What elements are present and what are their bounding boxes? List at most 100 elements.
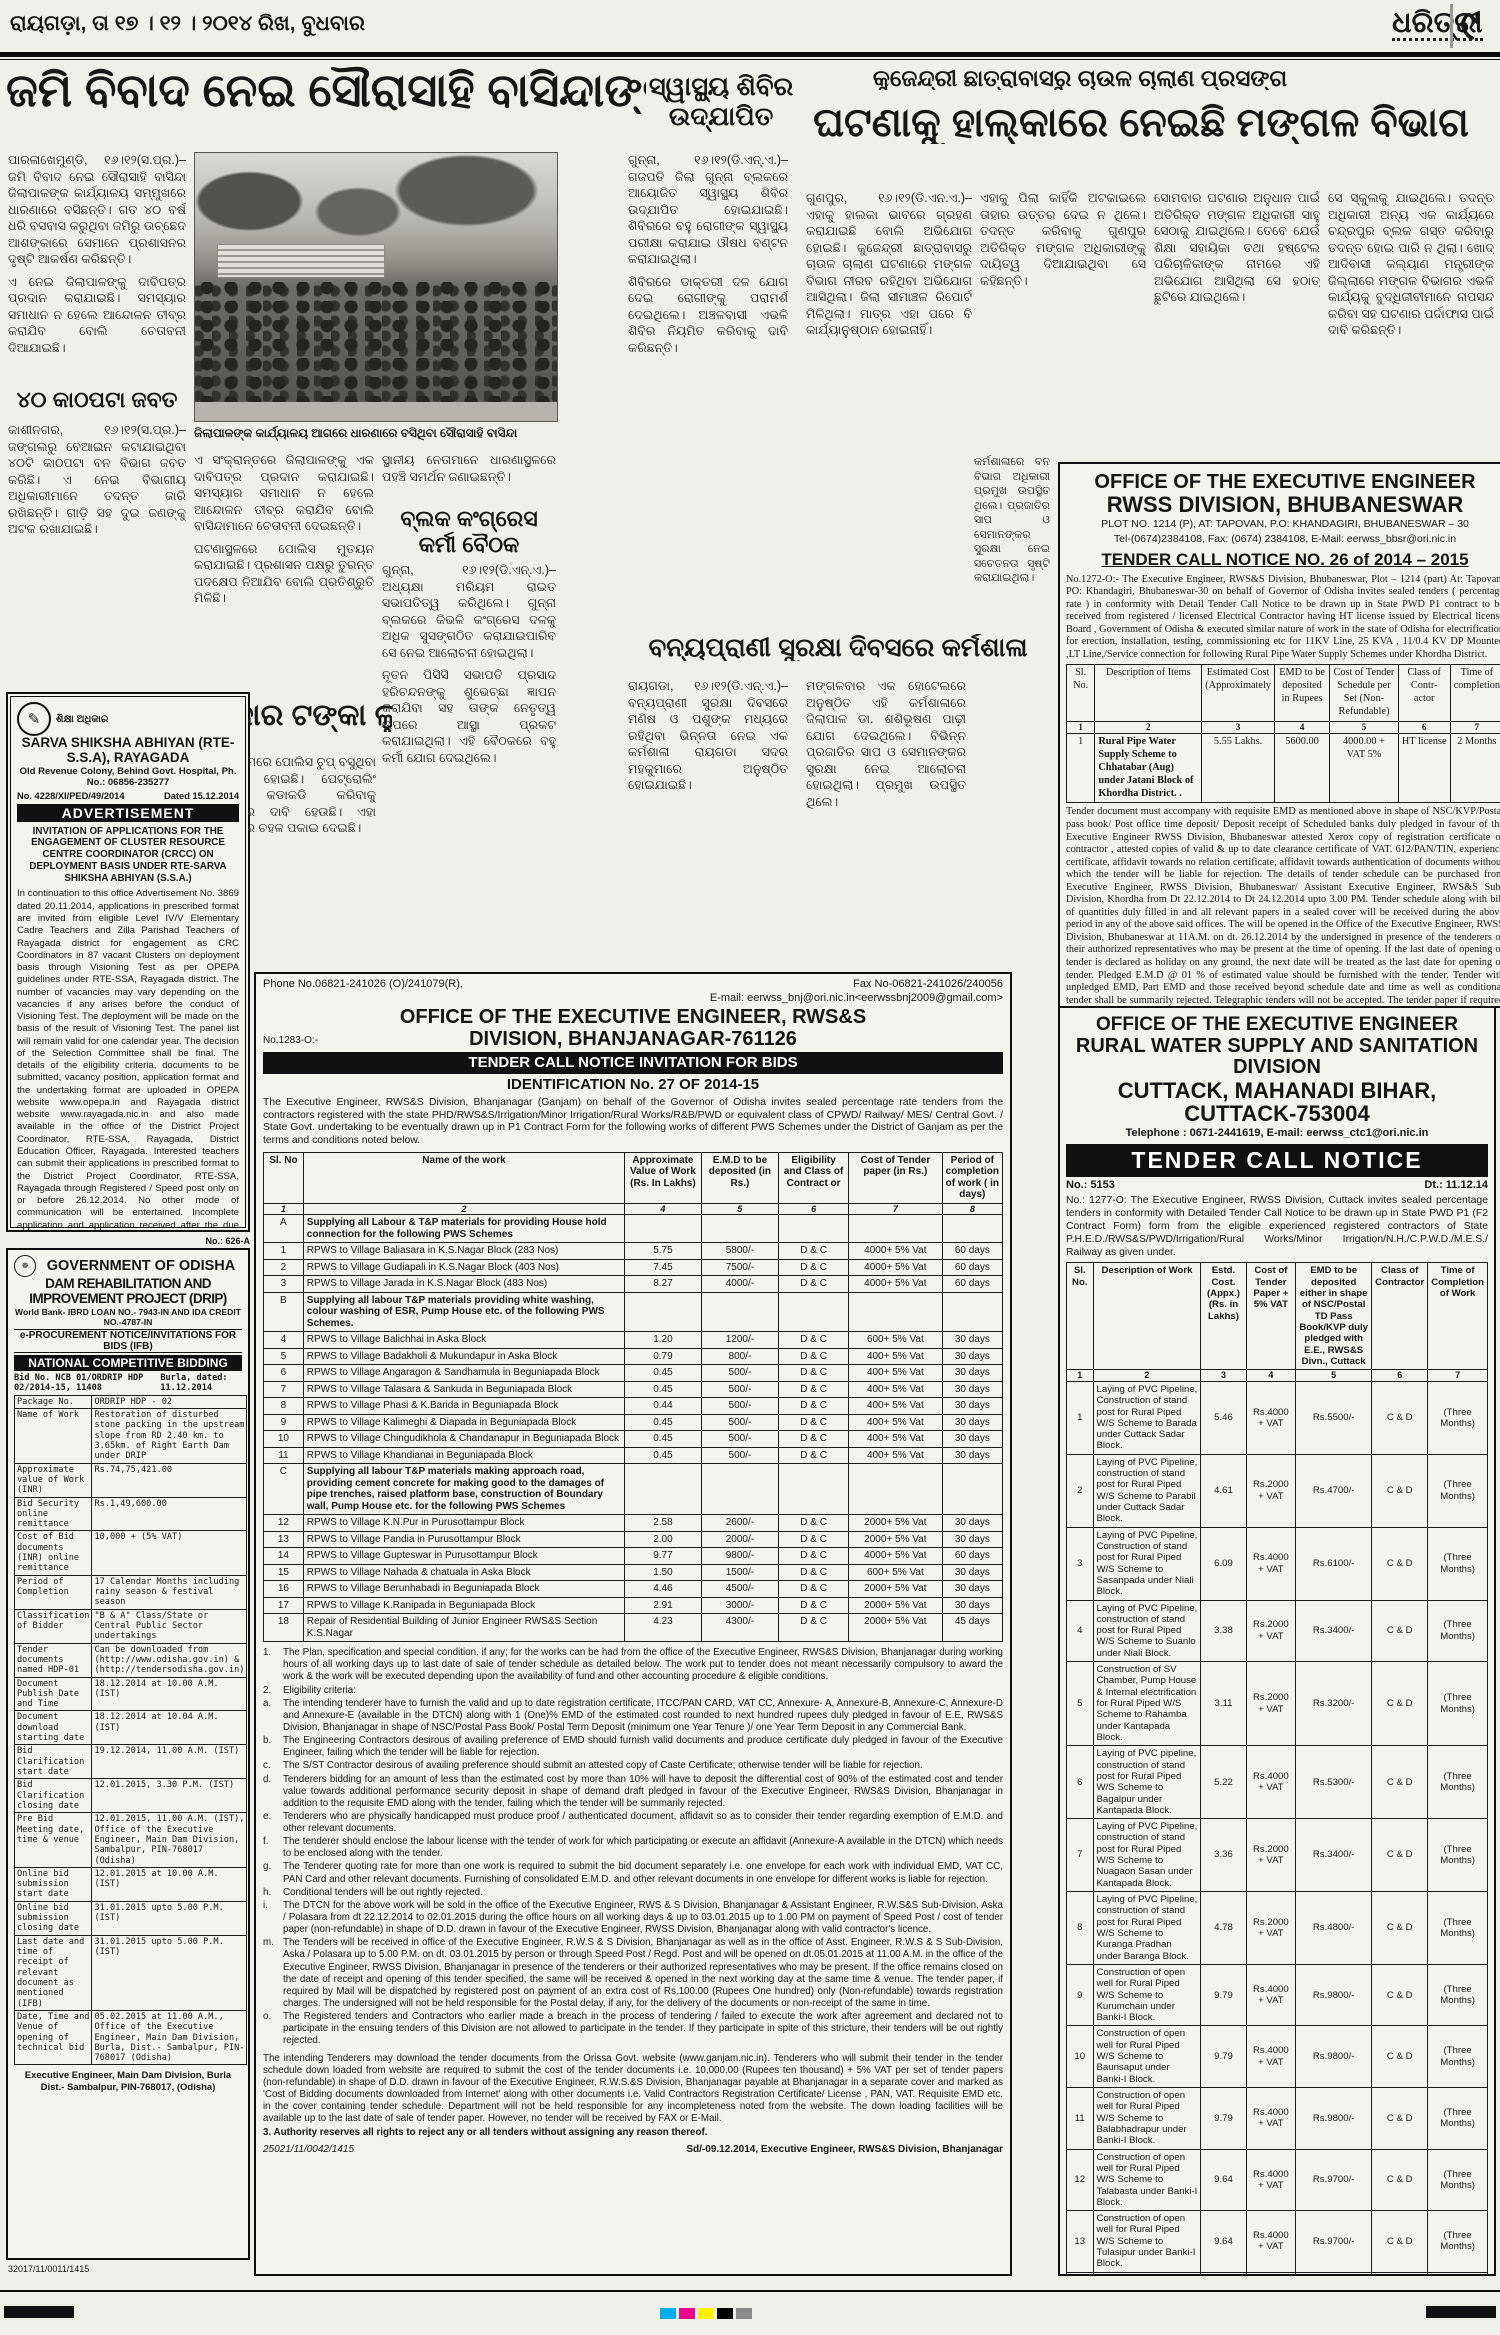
table-row: Online bid submission start date 12.01.2… xyxy=(13,1866,248,1902)
article-mangala-col1: ଗୁଣପୁର, ୧୬।୧୨(ଡି.ଏନ.ଏ.)– ଏହାକୁ ହାଲକା ଭାବ… xyxy=(806,190,972,620)
cell-value: 8.27 xyxy=(624,1275,702,1293)
note-text: The tenderer should enclose the labour l… xyxy=(283,1836,1003,1860)
table-row: 2 RPWS to Village Gudiapali in K.S.Nagar… xyxy=(263,1258,1004,1277)
ctc-intro: No.: 1277-O: The Executive Engineer, RWS… xyxy=(1066,1195,1488,1259)
article-wildlife-col1: ରାୟଗଡା, ୧୬।୧୨(ଡି.ଏନ୍.ଏ.)– ବନ୍ୟପ୍ରାଣୀ ସୁର… xyxy=(628,678,788,964)
cell-cost: 400+ 5% Vat xyxy=(848,1380,943,1399)
cell-sl: 13 xyxy=(263,1530,304,1549)
bhj-closing2: 3. Authority reserves all rights to reje… xyxy=(263,2127,708,2139)
cell-cost: 400+ 5% Vat xyxy=(848,1397,943,1415)
tender-notice-bhubaneswar: OFFICE OF THE EXECUTIVE ENGINEER RWSS DI… xyxy=(1058,462,1500,1008)
drip-project-line: DAM REHABILITATION AND IMPROVEMENT PROJE… xyxy=(29,1276,227,1306)
note-text: Tenderers who are physically handicapped… xyxy=(283,1810,1003,1835)
cell-class xyxy=(778,1214,850,1244)
cell-time: 2 Months xyxy=(1449,733,1500,804)
bbsr-office-line1: OFFICE OF THE EXECUTIVE ENGINEER xyxy=(1094,471,1476,493)
cell-period: 60 days xyxy=(941,1242,1004,1260)
cell-value: 0.45 xyxy=(624,1380,702,1399)
headline-dharana: ଜମି ବିବାଦ ନେଇ ସୌରାସାହି ବାସିନ୍ଦାଙ୍କ ଧାରଣା xyxy=(6,66,646,115)
cell-work-name: RPWS to Village Phasi & K.Barida in Begu… xyxy=(302,1397,626,1415)
cell-class: HT license xyxy=(1397,733,1451,804)
article-dharana-col1: ପାରଳାଖେମୁଣ୍ଡି, ୧୬।୧୨(ସ.ପ୍ର.)– ଜମି ବିବାଦ … xyxy=(8,152,186,380)
bhj-signature: Sd/-09.12.2014, Executive Engineer, RWS&… xyxy=(686,2143,1003,2155)
cell-emd: 4000/- xyxy=(700,1275,780,1293)
cell-class: C & D xyxy=(1371,1963,1429,2027)
cell-cost: 400+ 5% Vat xyxy=(848,1430,943,1448)
cell-description: Laying of PVC Pipeline, Construction of … xyxy=(1092,1380,1202,1455)
table-row: Bid Clarification closing date 12.01.201… xyxy=(13,1778,248,1814)
cell-value: 0.44 xyxy=(624,1397,702,1415)
cell-value: 18.12.2014 at 10.00 A.M. (IST) xyxy=(91,1676,248,1712)
note-text: The Tenders will be received in office o… xyxy=(283,1937,1003,2010)
article-paragraph: ରାୟଗଡା, ୧୬।୧୨(ଡି.ଏନ୍.ଏ.)– ବନ୍ୟପ୍ରାଣୀ ସୁର… xyxy=(628,679,788,792)
ctc-notice-date: Dt.: 11.12.14 xyxy=(1424,1178,1488,1191)
note-number: a. xyxy=(263,1697,272,1709)
cell-description: Laying of PVC Pipeline, construction of … xyxy=(1092,1599,1202,1663)
article-kathapata-body: କାଶୀନଗର, ୧୬।୧୨(ସ.ପ୍ର.)– ଜଙ୍ଗଲରୁ ବେଆଇନ କଟ… xyxy=(8,422,186,690)
cell-value: 0.45 xyxy=(624,1446,702,1465)
table-row: 3 RPWS to Village Jarada in K.S.Nagar Bl… xyxy=(263,1275,1004,1293)
cell-time: (Three Months) xyxy=(1427,1963,1488,2027)
masthead-logo: ଧରିତ୍ରୀ xyxy=(1392,8,1483,42)
column-number: 4 xyxy=(1273,720,1331,735)
cell-emd: 500/- xyxy=(700,1397,780,1415)
cell-paper: Rs.2000 + VAT xyxy=(1245,1661,1297,1747)
cell-cost: 4.78 xyxy=(1200,1891,1247,1965)
cell-time: (Three Months) xyxy=(1427,2210,1488,2273)
cell-value: 5.75 xyxy=(624,1242,702,1260)
cell-class: D & C xyxy=(778,1413,850,1432)
cell-description: Construction of open well for Rural Pipe… xyxy=(1092,2025,1202,2088)
cell-work-name: RPWS to Village Nahada & chatuala in Ask… xyxy=(302,1563,626,1582)
cell-sl: C xyxy=(263,1463,304,1516)
masthead-rule-thin xyxy=(0,59,1500,60)
cell-value xyxy=(624,1291,702,1333)
note-item: 1. The Plan, specification and special c… xyxy=(263,1647,1003,1683)
article-paragraph: ଗୁନ୍ନା, ୧୬।୧୨(ଡି.ଏନ୍.ଏ.)– ଅଧ୍ୟକ୍ଷା ମରିୟମ… xyxy=(382,563,556,660)
cell-label: Bid Clarification start date xyxy=(13,1744,93,1780)
article-paragraph: ପାରଳାଖେମୁଣ୍ଡି, ୧୬।୧୨(ସ.ପ୍ର.)– ଜମି ବିବାଦ … xyxy=(8,153,186,266)
masthead-divider xyxy=(1450,4,1453,48)
bhj-email: E-mail: eerwss_bnj@ori.nic.in<eerwssbnj2… xyxy=(709,991,1003,1004)
note-text: The intending tenderer have to furnish t… xyxy=(283,1697,1003,1733)
footer-rule xyxy=(0,2290,1500,2292)
cell-sl: 11 xyxy=(263,1446,304,1465)
bbsr-colnum-row: 1 2 3 4 5 6 7 xyxy=(1065,720,1500,735)
cell-value: 12.01.2015, 3.30 P.M. (IST) xyxy=(91,1778,248,1814)
cell-value: "B & A" Class/State or Central Public Se… xyxy=(91,1608,248,1644)
cell-label: Last date and time of receipt of relevan… xyxy=(13,1934,93,2011)
cell-emd xyxy=(700,1214,780,1244)
table-row: 15 RPWS to Village Nahada & chatuala in … xyxy=(263,1563,1004,1582)
cell-time: (Three Months) xyxy=(1427,1818,1488,1892)
magenta-chip xyxy=(679,2308,695,2319)
table-row: Pre Bid Meeting date, time & venue 12.01… xyxy=(13,1812,248,1868)
table-row: Name of Work Restoration of disturbed st… xyxy=(13,1408,248,1464)
print-mark-left xyxy=(4,2306,74,2318)
note-item: a. The intending tenderer have to furnis… xyxy=(263,1698,1003,1734)
column-header: Class of Contr-actor xyxy=(1397,664,1451,722)
cell-value: 19.12.2014, 11.00 A.M. (IST) xyxy=(91,1744,248,1780)
cell-value: 4.23 xyxy=(624,1613,702,1643)
column-number: 7 xyxy=(1427,1369,1488,1382)
column-number: 6 xyxy=(1371,1369,1429,1382)
cell-value: 0.45 xyxy=(624,1364,702,1382)
cell-value: 1.20 xyxy=(624,1331,702,1349)
cell-paper: Rs.4000 + VAT xyxy=(1245,2210,1297,2273)
article-paragraph: ଏ ନେଇ ଜିଲାପାଳଙ୍କୁ ଦାବିପତ୍ର ପ୍ରଦାନ କରାଯାଇ… xyxy=(8,274,186,355)
column-header: Cost of Tender Schedule per Set (Non-Ref… xyxy=(1329,664,1399,722)
note-item: c. The S/ST Contractor desirous of avail… xyxy=(263,1760,1003,1772)
column-number: 6 xyxy=(1397,720,1451,735)
print-mark-right xyxy=(1426,2306,1496,2318)
article-paragraph: ଶିବିରରେ ଡାକ୍ତରୀ ଦଳ ଯୋଗ ଦେଇ ରୋଗୀଙ୍କୁ ପରାମ… xyxy=(628,274,788,355)
cell-sl: 9 xyxy=(263,1413,304,1432)
cell-description: Laying of PVC Pipeline, construction of … xyxy=(1092,1891,1202,1965)
cell-description: Laying of PVC Pipeline, Construction of … xyxy=(1092,1526,1202,1601)
cell-emd: 500/- xyxy=(700,1430,780,1448)
cell-value: 4.46 xyxy=(624,1580,702,1598)
column-number: 3 xyxy=(1200,1369,1247,1382)
cell-period: 30 days xyxy=(941,1530,1004,1549)
cell-emd: Rs.9800/- xyxy=(1295,2087,1373,2150)
cell-class xyxy=(778,1463,850,1516)
bhj-identification: IDENTIFICATION No. 27 OF 2014-15 xyxy=(506,1076,760,1094)
cell-cost: 3.11 xyxy=(1200,1661,1247,1747)
cell-sl: 5 xyxy=(1066,1661,1094,1747)
